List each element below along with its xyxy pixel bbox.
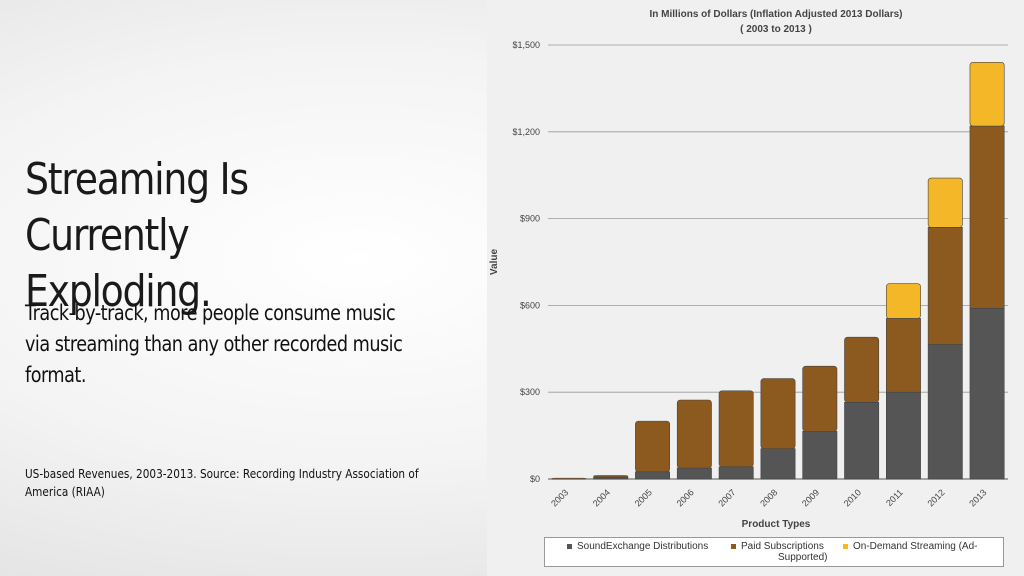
legend-label: SoundExchange Distributions xyxy=(577,541,709,552)
slide-subtitle: Track-by-track, more people consume musi… xyxy=(25,298,445,391)
bar-segment xyxy=(802,430,838,480)
bar-segment xyxy=(635,471,670,480)
source-note-line: US-based Revenues, 2003-2013. Source: Re… xyxy=(25,466,419,481)
chart-legend: SoundExchange Distributions Paid Subscri… xyxy=(544,537,1004,567)
slide-subtitle-line: via streaming than any other recorded mu… xyxy=(25,332,403,356)
bar-segment xyxy=(969,125,1005,309)
y-tick-label: $600 xyxy=(520,300,540,310)
slide-subtitle-line: Track-by-track, more people consume musi… xyxy=(25,301,396,325)
y-tick-label: $900 xyxy=(520,214,540,224)
bar-segment xyxy=(718,390,754,468)
bar-segment xyxy=(844,402,880,480)
bar-segment xyxy=(593,476,629,480)
slide-title-line: Exploding. xyxy=(25,266,212,317)
legend-swatch-paid-subscriptions xyxy=(731,543,736,549)
source-note: US-based Revenues, 2003-2013. Source: Re… xyxy=(25,465,420,501)
bar-segment xyxy=(760,378,796,449)
x-tick-label: 2007 xyxy=(716,487,737,508)
x-tick-label: 2003 xyxy=(549,487,570,508)
bar-segment xyxy=(927,177,963,228)
x-tick-label: 2012 xyxy=(925,487,946,508)
bar-segment xyxy=(635,420,670,473)
legend-item-on-demand-streaming: On-Demand Streaming (Ad- xyxy=(843,541,978,552)
legend-label: Paid Subscriptions xyxy=(741,541,824,552)
bar-segment xyxy=(844,336,880,403)
y-tick-label: $0 xyxy=(530,474,540,484)
x-tick-labels: 2003 2004 2005 2006 2007 2008 2009 2010 2011 2012… xyxy=(549,487,988,508)
x-tick-label: 2009 xyxy=(800,487,821,508)
legend-item-soundexchange: SoundExchange Distributions xyxy=(567,541,708,552)
x-axis-label: Product Types xyxy=(742,519,811,530)
bar-segment xyxy=(718,466,754,480)
slide-title: Streaming Is Currently Exploding. xyxy=(25,152,403,320)
x-tick-label: 2004 xyxy=(591,487,612,508)
bar-segment xyxy=(886,283,921,319)
x-tick-label: 2010 xyxy=(842,487,863,508)
bar-segment xyxy=(886,391,921,480)
x-tick-label: 2008 xyxy=(758,487,779,508)
chart-title: In Millions of Dollars (Inflation Adjust… xyxy=(650,9,903,20)
y-axis-label: Value xyxy=(489,249,500,276)
bar-segment xyxy=(802,365,838,432)
source-note-line: America (RIAA) xyxy=(25,484,105,499)
bar-segment xyxy=(927,344,963,480)
legend-label: On-Demand Streaming (Ad- xyxy=(853,541,978,552)
legend-item-paid-subscriptions: Paid Subscriptions xyxy=(731,541,824,552)
x-tick-label: 2005 xyxy=(633,487,654,508)
y-tick-label: $1,200 xyxy=(512,127,540,137)
slide-title-line: Streaming Is Currently xyxy=(25,154,249,261)
slide-subtitle-line: format. xyxy=(25,363,86,387)
x-tick-label: 2013 xyxy=(967,487,988,508)
y-tick-label: $300 xyxy=(520,387,540,397)
bar-segment xyxy=(676,399,712,469)
chart-subtitle: ( 2003 to 2013 ) xyxy=(740,24,812,35)
x-tick-label: 2006 xyxy=(675,487,696,508)
bar-segment xyxy=(969,307,1005,480)
bar-segment xyxy=(593,475,629,478)
legend-label-continuation: Supported) xyxy=(778,552,828,563)
bar-layer xyxy=(551,62,1005,480)
bar-segment xyxy=(927,226,963,345)
bar-segment xyxy=(676,467,712,480)
x-tick-label: 2011 xyxy=(884,487,905,508)
legend-swatch-soundexchange xyxy=(567,543,572,549)
bar-segment xyxy=(760,448,796,480)
bar-segment xyxy=(886,318,921,393)
y-tick-label: $1,500 xyxy=(512,40,540,50)
bar-segment xyxy=(551,477,587,480)
bar-segment xyxy=(969,62,1005,127)
legend-swatch-on-demand-streaming xyxy=(843,543,848,549)
